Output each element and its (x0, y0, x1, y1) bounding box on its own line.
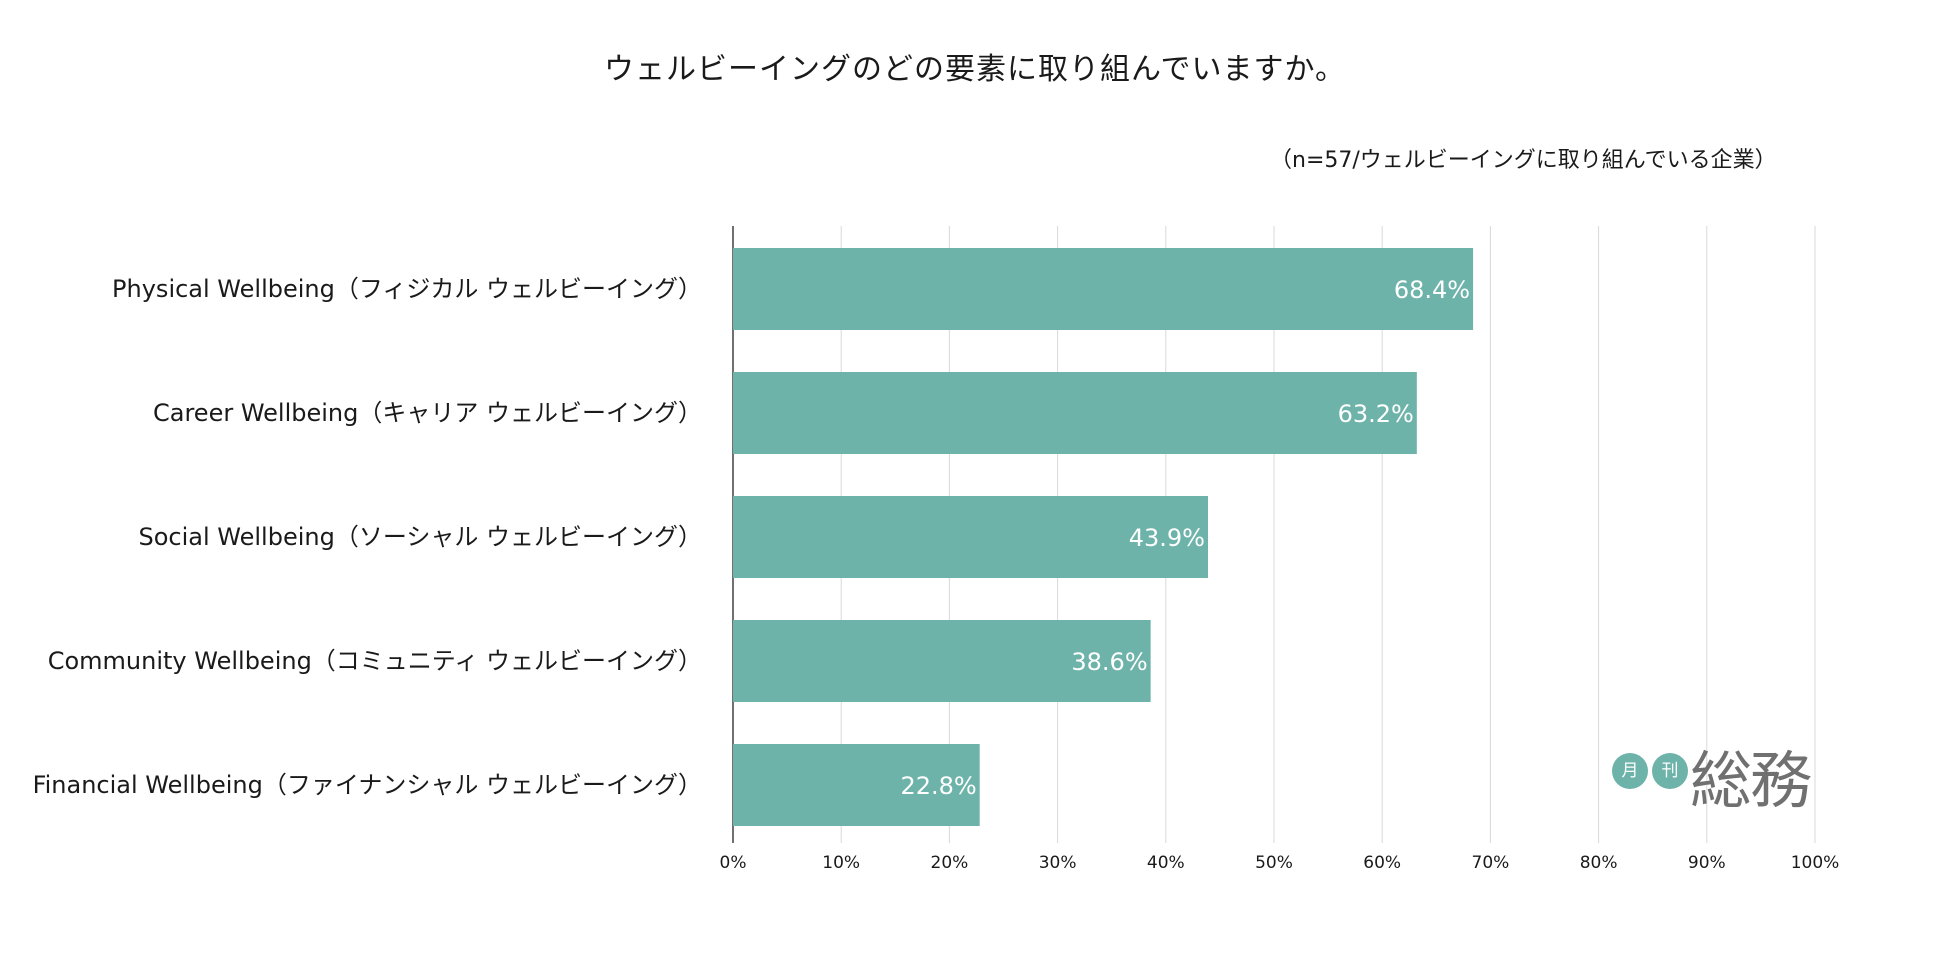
category-label: Physical Wellbeing（フィジカル ウェルビーイング） (112, 275, 702, 303)
x-tick-label: 40% (1147, 853, 1185, 873)
bar (733, 248, 1474, 330)
logo-circle-getsu: 月 (1612, 753, 1648, 789)
x-tick-label: 70% (1472, 853, 1510, 873)
chart-subtitle: （n=57/ウェルビーイングに取り組んでいる企業） (1270, 148, 1777, 173)
x-tick-label: 80% (1580, 853, 1618, 873)
bar (733, 744, 980, 826)
bar-value-label: 68.4% (1394, 276, 1470, 304)
logo-wordmark: 総務 (1690, 744, 1812, 817)
x-tick-label: 20% (931, 853, 969, 873)
category-label: Financial Wellbeing（ファイナンシャル ウェルビーイング） (33, 771, 702, 799)
bar-value-label: 38.6% (1071, 648, 1147, 676)
bar (733, 372, 1417, 454)
category-label: Community Wellbeing（コミュニティ ウェルビーイング） (48, 647, 702, 675)
bars (733, 248, 1474, 826)
bar-value-label: 43.9% (1129, 524, 1205, 552)
category-label: Career Wellbeing（キャリア ウェルビーイング） (153, 399, 702, 427)
category-label: Social Wellbeing（ソーシャル ウェルビーイング） (139, 523, 702, 551)
x-tick-label: 10% (822, 853, 860, 873)
x-tick-label: 90% (1688, 853, 1726, 873)
labels: 0% 10% 20% 30% 40% 50% 60% 70% 80% 90% 100% 68.4% Ph… (33, 275, 1840, 873)
x-tick-label: 50% (1255, 853, 1293, 873)
bar-value-label: 22.8% (900, 772, 976, 800)
x-tick-label: 0% (720, 853, 747, 873)
x-tick-label: 30% (1039, 853, 1077, 873)
x-tick-label: 100% (1791, 853, 1840, 873)
x-tick-label: 60% (1363, 853, 1401, 873)
bar (733, 620, 1151, 702)
logo: 月 刊 総務 (1612, 746, 1812, 820)
bar (733, 496, 1208, 578)
logo-circle-kan: 刊 (1652, 753, 1688, 789)
chart-title: ウェルビーイングのどの要素に取り組んでいますか。 (604, 52, 1346, 87)
bar-value-label: 63.2% (1338, 400, 1414, 428)
